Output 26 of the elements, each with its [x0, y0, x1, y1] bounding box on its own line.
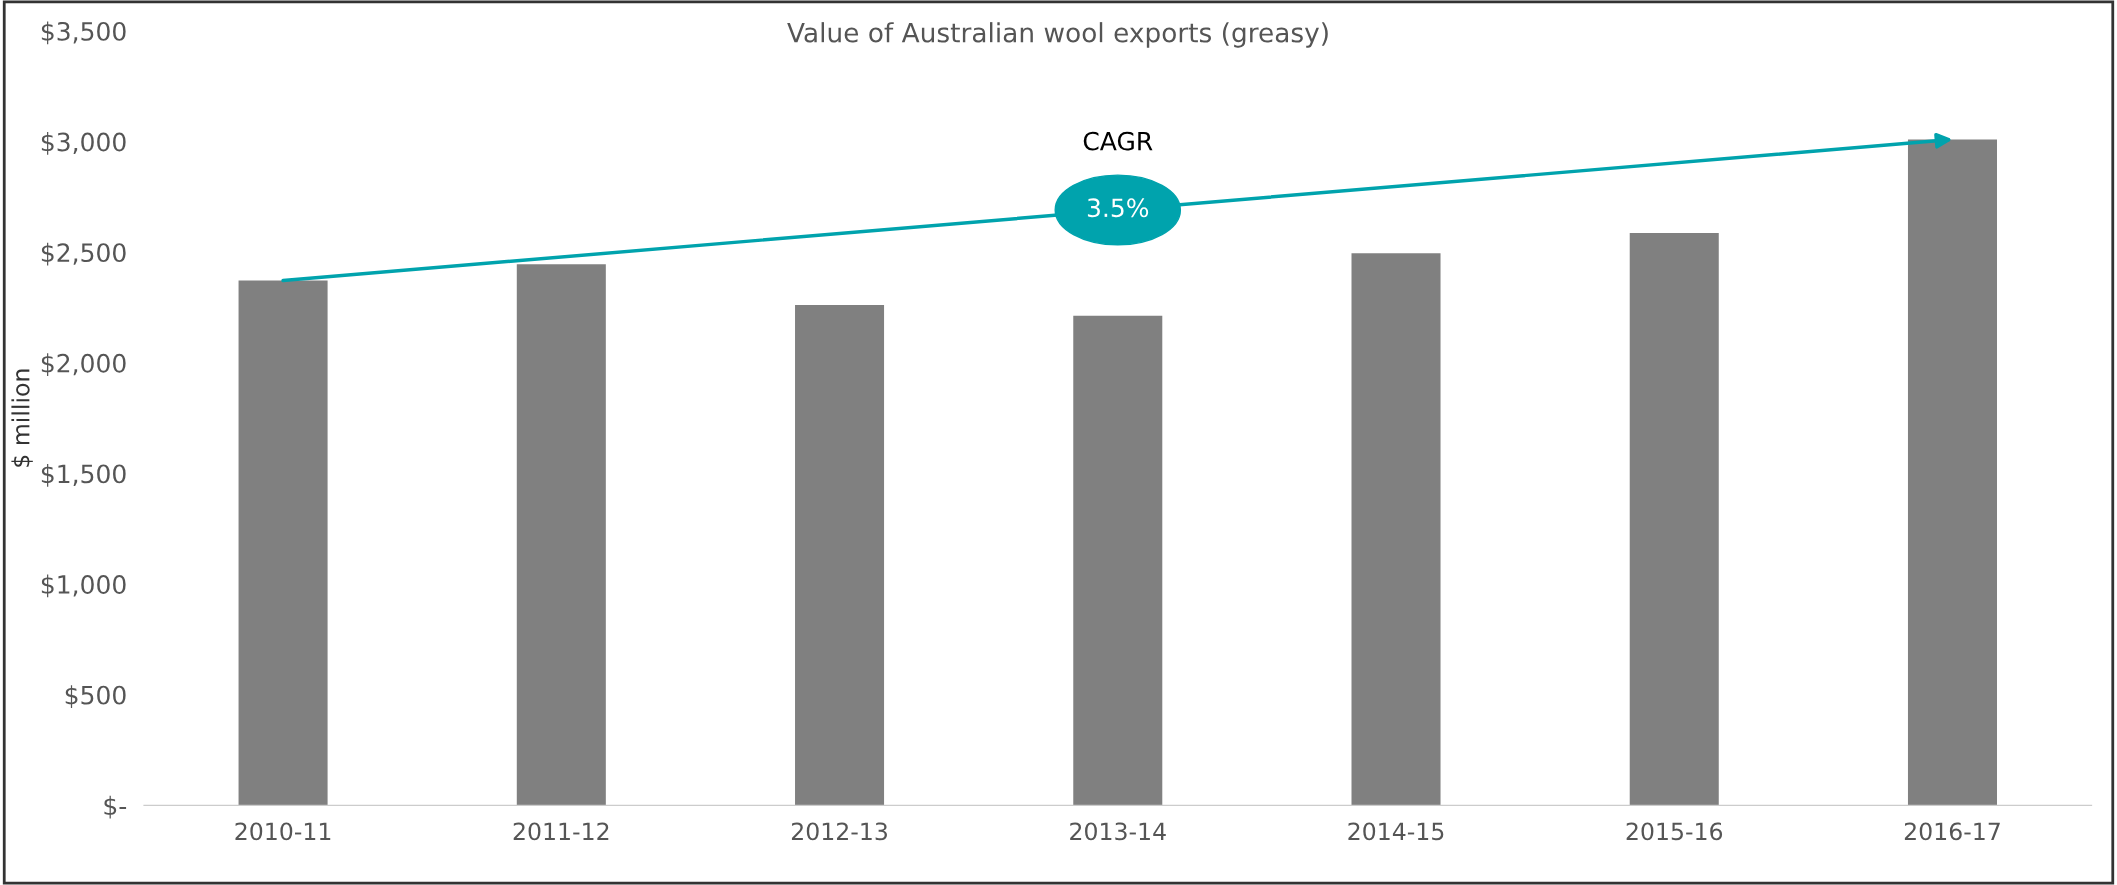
x-tick-label: 2015-16: [1626, 822, 1723, 841]
y-tick-label: $1,000: [41, 574, 126, 598]
bar: [1629, 232, 1719, 806]
annotation: CAGR: [1083, 131, 1153, 151]
bar: [1073, 315, 1163, 806]
x-tick-label: 2011-12: [513, 822, 609, 841]
x-tick-label: 2010-11: [235, 822, 331, 841]
bar: [795, 304, 885, 806]
x-tick-label: 2014-15: [1348, 822, 1444, 841]
x-tick-label: 2013-14: [1070, 822, 1166, 841]
y-tick-label: $500: [65, 685, 126, 708]
bar: [238, 280, 328, 806]
x-tick-label: 2016-17: [1904, 822, 2000, 841]
y-tick-label: $3,000: [41, 132, 126, 155]
bar: [1351, 253, 1441, 806]
y-tick-label: $-: [104, 795, 127, 819]
y-tick-label: $3,500: [41, 21, 126, 45]
x-tick-label: 2012-13: [791, 822, 887, 841]
chart-title: Value of Australian wool exports (greasy): [787, 22, 1328, 48]
y-axis-title: $ million: [11, 369, 33, 467]
y-tick-label: $2,500: [41, 242, 126, 266]
bar: [1907, 139, 1997, 806]
y-tick-label: $2,000: [41, 353, 126, 377]
y-tick-label: $1,500: [41, 463, 126, 487]
bar: [516, 264, 606, 806]
annotation: 3.5%: [1087, 198, 1149, 218]
